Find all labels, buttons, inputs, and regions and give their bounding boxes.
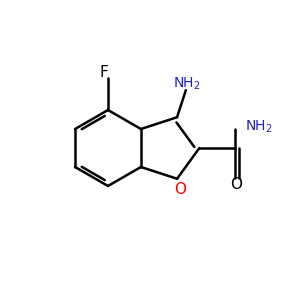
Text: F: F — [100, 65, 108, 80]
Text: NH$_2$: NH$_2$ — [173, 76, 201, 92]
Text: O: O — [230, 177, 242, 192]
Text: NH$_2$: NH$_2$ — [245, 119, 273, 135]
Text: O: O — [174, 182, 186, 197]
